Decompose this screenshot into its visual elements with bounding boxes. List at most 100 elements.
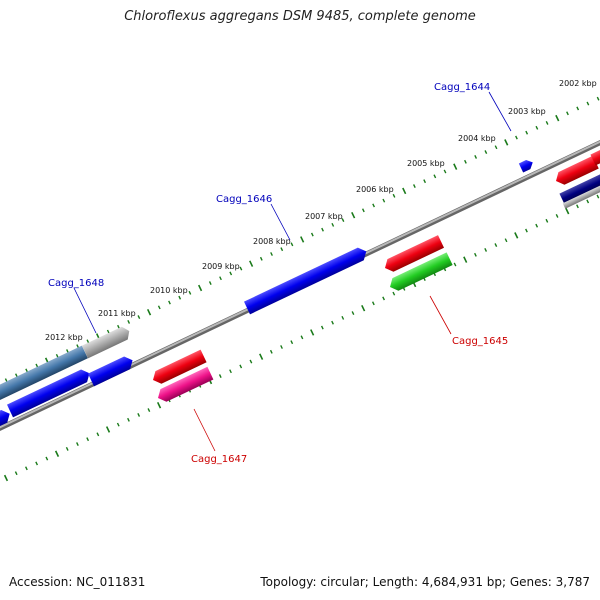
lower-scale-tick	[392, 291, 396, 296]
feature-cagg-1644[interactable]	[518, 158, 535, 173]
feature-cagg-1645[interactable]	[387, 252, 453, 293]
lower-scale-tick	[545, 218, 549, 223]
lower-scale-tick	[137, 412, 141, 417]
upper-scale-tick	[402, 187, 407, 195]
lower-scale-tick	[361, 304, 366, 312]
upper-scale-tick	[25, 368, 29, 373]
upper-scale-tick	[474, 155, 478, 159]
upper-scale-tick	[157, 305, 161, 310]
lower-scale-tick	[156, 401, 162, 409]
upper-scale-tick	[106, 329, 110, 334]
upper-scale-tick	[515, 135, 518, 140]
lower-scale-tick	[14, 471, 18, 476]
feature-red-1[interactable]	[150, 349, 207, 387]
upper-scale-tick	[504, 139, 509, 146]
lower-scale-tick	[331, 320, 334, 325]
upper-scale-tick	[146, 308, 152, 316]
lower-scale-tick	[310, 329, 315, 336]
lower-scale-tick	[555, 214, 559, 218]
scale-labels: 2002 kbp 2003 kbp 2004 kbp 2005 kbp 2006…	[45, 79, 597, 342]
feature-grey-2[interactable]	[562, 183, 600, 209]
lower-scale-tick	[35, 461, 39, 466]
lower-scale-tick	[116, 422, 120, 427]
lower-scale-tick	[341, 315, 345, 320]
lower-scale-tick	[514, 232, 519, 239]
lower-scale-tick	[453, 262, 457, 267]
feature-blue-small-left[interactable]	[0, 407, 13, 431]
scale-label-2009: 2009 kbp	[202, 262, 240, 271]
upper-scale-tick	[300, 236, 305, 243]
upper-scale-tick	[229, 271, 233, 276]
lower-scale-tick	[105, 426, 111, 433]
upper-scale-tick	[249, 260, 254, 267]
upper-scale-tick	[127, 319, 131, 324]
lower-scale-tick	[504, 238, 508, 243]
upper-scale-tick	[535, 125, 539, 130]
lower-scale-tick	[229, 369, 232, 374]
feature-grey-1[interactable]	[81, 325, 132, 359]
gene-label-cagg-1647[interactable]: Cagg_1647	[191, 454, 247, 465]
upper-scale-tick	[586, 101, 590, 106]
lower-scale-tick	[86, 437, 90, 442]
upper-scale-tick	[382, 198, 386, 203]
gene-label-cagg-1648[interactable]: Cagg_1648	[48, 278, 104, 289]
feature-navy-1[interactable]	[559, 173, 600, 205]
upper-scale-tick	[117, 324, 120, 329]
scale-label-2004: 2004 kbp	[458, 134, 496, 143]
feature-red-2[interactable]	[382, 235, 445, 274]
upper-scale-tick	[219, 276, 222, 281]
feature-cagg-1646[interactable]	[243, 245, 369, 315]
upper-scale-tick	[494, 145, 498, 150]
upper-scale-tick	[545, 121, 549, 125]
lower-scale-tick	[259, 353, 264, 360]
lower-scale-tick	[474, 252, 477, 257]
feature-cagg-1647[interactable]	[155, 366, 214, 405]
gene-label-cagg-1645[interactable]: Cagg_1645	[452, 336, 508, 347]
lower-scale-tick	[127, 417, 130, 422]
gene-features[interactable]	[0, 149, 600, 431]
lower-scale-tick	[576, 204, 579, 209]
feature-cagg-1648[interactable]	[6, 367, 92, 418]
upper-scale-tick	[259, 256, 263, 261]
upper-scale-tick	[433, 174, 437, 179]
lower-scale-tick	[218, 374, 222, 379]
upper-scale-tick	[351, 211, 356, 219]
scale-label-2008: 2008 kbp	[253, 237, 291, 246]
feature-steel-1[interactable]	[0, 345, 88, 404]
upper-scale-tick	[4, 378, 8, 383]
upper-scale-tick	[576, 106, 580, 111]
feature-red-4[interactable]	[590, 149, 600, 166]
feature-blue-2[interactable]	[87, 354, 136, 387]
topology-text: Topology: circular; Length: 4,684,931 bp…	[260, 575, 590, 589]
scale-label-2010: 2010 kbp	[150, 286, 188, 295]
lower-scale-tick	[269, 349, 273, 354]
upper-scale-tick	[280, 247, 284, 252]
gene-labels[interactable]: Cagg_1644 Cagg_1646 Cagg_1648 Cagg_1645 …	[48, 82, 508, 465]
upper-scale-tick	[310, 232, 314, 237]
lower-scale-tick	[54, 450, 60, 457]
upper-scale-tick	[76, 344, 80, 349]
gene-label-cagg-1646[interactable]: Cagg_1646	[216, 194, 272, 205]
upper-scale-tick	[208, 281, 212, 286]
lower-scale-tick	[300, 335, 304, 340]
feature-red-3[interactable]	[553, 155, 599, 188]
upper-scale-tick	[464, 159, 467, 164]
lower-scale-tick	[96, 432, 100, 437]
lower-scale-tick	[586, 199, 590, 204]
upper-scale-tick	[86, 339, 90, 344]
lower-scale-tick	[320, 325, 324, 330]
gene-label-cagg-1644[interactable]: Cagg_1644	[434, 82, 490, 93]
lower-scale-tick	[535, 223, 539, 228]
upper-scale-tick	[35, 363, 39, 368]
upper-scale-tick	[15, 373, 18, 378]
accession-text: Accession: NC_011831	[9, 575, 146, 589]
scale-label-2003: 2003 kbp	[508, 107, 546, 116]
upper-scale-tick	[239, 266, 243, 271]
upper-scale-tick	[596, 96, 600, 101]
upper-scale-tick	[453, 163, 458, 170]
upper-scale-tick	[525, 130, 529, 135]
upper-scale-tick	[137, 315, 141, 319]
lower-scale-tick	[249, 359, 253, 364]
label-leaders	[73, 91, 512, 452]
